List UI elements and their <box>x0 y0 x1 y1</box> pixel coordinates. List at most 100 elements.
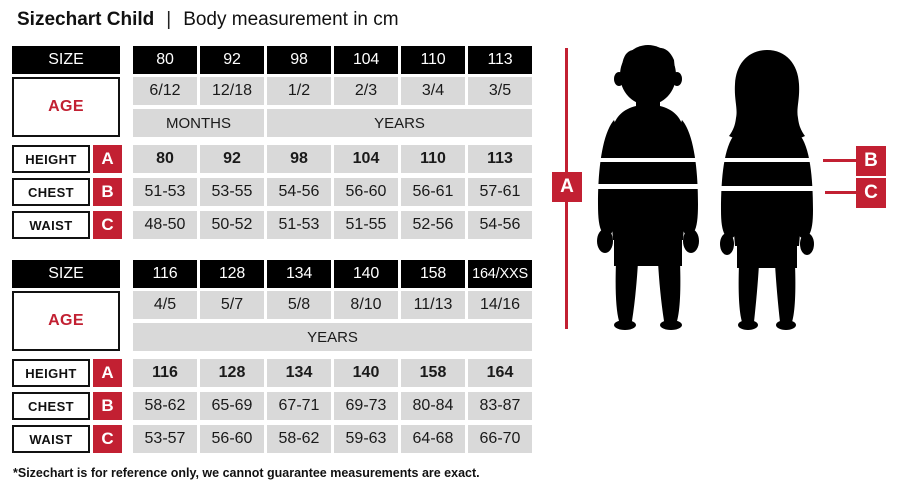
value-cell: 67-71 <box>267 392 331 420</box>
value-cell: 164 <box>468 359 532 387</box>
size-value-cell: 110 <box>401 46 465 74</box>
size-row: SIZE 116 128 134 140 158 164/XXS <box>12 260 533 288</box>
value-cell: 98 <box>267 145 331 173</box>
row-label-chest: CHEST <box>12 392 90 420</box>
girl-chest-line <box>711 158 823 162</box>
value-cell: 56-60 <box>334 178 398 206</box>
value-cell: 54-56 <box>267 178 331 206</box>
age-value-cell: 3/5 <box>468 77 532 105</box>
letter-badge-b: B <box>93 392 122 420</box>
size-value-cell: 128 <box>200 260 264 288</box>
row-label-height: HEIGHT <box>12 145 90 173</box>
measurement-row-waist: WAIST C 48-50 50-52 51-53 51-55 52-56 54-56 <box>12 211 533 239</box>
period-row: MONTHS YEARS <box>12 109 533 137</box>
value-cell: 51-53 <box>133 178 197 206</box>
value-cell: 116 <box>133 359 197 387</box>
age-value-cell: 8/10 <box>334 291 398 319</box>
marker-b-chest: B <box>856 146 886 176</box>
size-header: SIZE <box>12 46 120 74</box>
age-row: 4/5 5/7 5/8 8/10 11/13 14/16 <box>12 291 533 319</box>
size-row: SIZE 80 92 98 104 110 113 <box>12 46 533 74</box>
age-value-cell: 6/12 <box>133 77 197 105</box>
row-label-height: HEIGHT <box>12 359 90 387</box>
value-cell: 52-56 <box>401 211 465 239</box>
age-value-cell: 11/13 <box>401 291 465 319</box>
age-value-cell: 4/5 <box>133 291 197 319</box>
age-label: AGE <box>12 291 120 351</box>
row-label-waist: WAIST <box>12 211 90 239</box>
letter-badge-a: A <box>93 359 122 387</box>
period-group-cell: MONTHS <box>133 109 264 137</box>
chest-measure-line <box>823 159 856 162</box>
value-cell: 128 <box>200 359 264 387</box>
size-value-cell: 92 <box>200 46 264 74</box>
marker-c-waist: C <box>856 178 886 208</box>
letter-badge-c: C <box>93 425 122 453</box>
waist-measure-line <box>825 191 856 194</box>
value-cell: 80-84 <box>401 392 465 420</box>
value-cell: 53-55 <box>200 178 264 206</box>
value-cell: 65-69 <box>200 392 264 420</box>
value-cell: 134 <box>267 359 331 387</box>
value-cell: 113 <box>468 145 532 173</box>
value-cell: 92 <box>200 145 264 173</box>
measurement-row-chest: CHEST B 51-53 53-55 54-56 56-60 56-61 57-61 <box>12 178 533 206</box>
footnote: *Sizechart is for reference only, we can… <box>13 466 480 480</box>
page-title: Sizechart Child | Body measurement in cm <box>17 9 399 31</box>
value-cell: 56-60 <box>200 425 264 453</box>
period-row: YEARS <box>12 323 533 351</box>
boy-waist-line <box>590 184 704 189</box>
marker-a-height: A <box>552 172 582 202</box>
measurement-row-height: HEIGHT A 80 92 98 104 110 113 <box>12 145 533 173</box>
value-cell: 110 <box>401 145 465 173</box>
row-label-waist: WAIST <box>12 425 90 453</box>
value-cell: 83-87 <box>468 392 532 420</box>
value-cell: 69-73 <box>334 392 398 420</box>
value-cell: 50-52 <box>200 211 264 239</box>
value-cell: 66-70 <box>468 425 532 453</box>
age-value-cell: 12/18 <box>200 77 264 105</box>
age-value-cell: 3/4 <box>401 77 465 105</box>
title-separator: | <box>166 9 172 30</box>
value-cell: 58-62 <box>267 425 331 453</box>
size-header: SIZE <box>12 260 120 288</box>
sizechart-table-toddler: SIZE 80 92 98 104 110 113 6/12 12/18 1/2 2/3 3/4 3/5… <box>12 46 533 244</box>
height-measure-line <box>565 48 568 329</box>
value-cell: 158 <box>401 359 465 387</box>
age-label: AGE <box>12 77 120 137</box>
size-value-cell: 104 <box>334 46 398 74</box>
value-cell: 56-61 <box>401 178 465 206</box>
letter-badge-c: C <box>93 211 122 239</box>
letter-badge-a: A <box>93 145 122 173</box>
value-cell: 64-68 <box>401 425 465 453</box>
period-group-cell: YEARS <box>267 109 532 137</box>
row-label-chest: CHEST <box>12 178 90 206</box>
size-value-cell: 113 <box>468 46 532 74</box>
title-subtitle: Body measurement in cm <box>183 9 399 30</box>
size-value-cell: 164/XXS <box>468 260 532 288</box>
measurement-row-height: HEIGHT A 116 128 134 140 158 164 <box>12 359 533 387</box>
size-value-cell: 80 <box>133 46 197 74</box>
measurement-row-waist: WAIST C 53-57 56-60 58-62 59-63 64-68 66-70 <box>12 425 533 453</box>
size-value-cell: 98 <box>267 46 331 74</box>
age-value-cell: 5/8 <box>267 291 331 319</box>
girl-waist-line <box>711 186 823 191</box>
girl-silhouette <box>711 50 823 330</box>
measurement-row-chest: CHEST B 58-62 65-69 67-71 69-73 80-84 83-87 <box>12 392 533 420</box>
size-value-cell: 134 <box>267 260 331 288</box>
letter-badge-b: B <box>93 178 122 206</box>
value-cell: 57-61 <box>468 178 532 206</box>
value-cell: 80 <box>133 145 197 173</box>
boy-silhouette <box>590 45 704 330</box>
age-value-cell: 14/16 <box>468 291 532 319</box>
value-cell: 59-63 <box>334 425 398 453</box>
sizechart-table-child: SIZE 116 128 134 140 158 164/XXS 4/5 5/7 5/8 8/10 1… <box>12 260 533 458</box>
period-group-cell: YEARS <box>133 323 532 351</box>
age-value-cell: 1/2 <box>267 77 331 105</box>
value-cell: 53-57 <box>133 425 197 453</box>
value-cell: 51-55 <box>334 211 398 239</box>
size-value-cell: 116 <box>133 260 197 288</box>
title-main: Sizechart Child <box>17 9 155 30</box>
value-cell: 58-62 <box>133 392 197 420</box>
